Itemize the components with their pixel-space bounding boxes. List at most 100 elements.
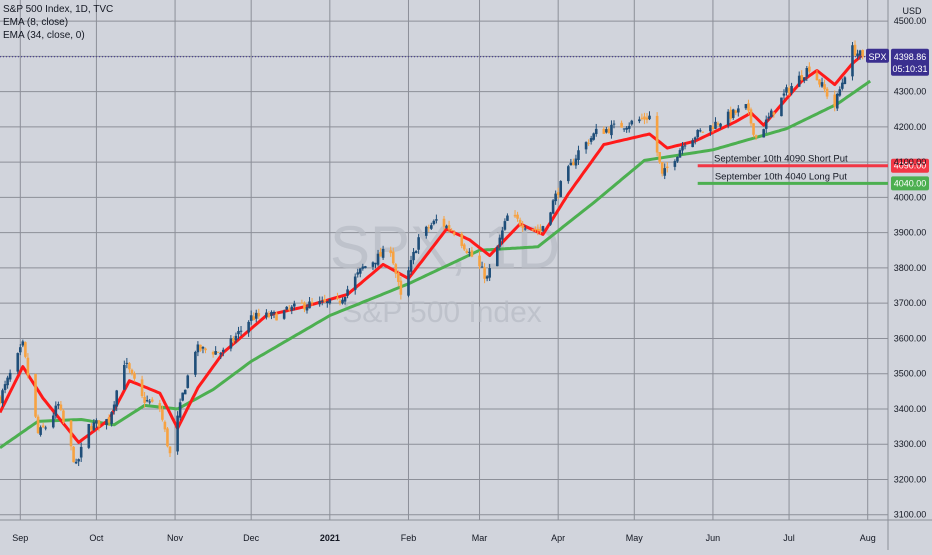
candle-body xyxy=(90,426,93,430)
candle-body xyxy=(549,212,552,225)
candle-body xyxy=(194,351,197,375)
candle-body xyxy=(105,419,108,426)
candle-body xyxy=(658,152,661,163)
candle-body xyxy=(610,124,613,136)
time-axis[interactable]: Sep Oct Nov Dec 2021 Feb Mar Apr May Jun Jul Aug xyxy=(12,533,875,543)
candle-body xyxy=(97,420,101,427)
candle-body xyxy=(95,420,98,424)
candle-body xyxy=(216,351,220,353)
candle-body xyxy=(480,266,484,268)
candle-body xyxy=(293,303,296,307)
candle-body xyxy=(780,97,783,117)
candle-body xyxy=(186,375,190,388)
candle-body xyxy=(0,396,2,404)
candle-body xyxy=(754,135,758,138)
candle-body xyxy=(201,346,205,349)
candle-body xyxy=(714,121,717,129)
candle-body xyxy=(412,251,415,261)
x-tick-label: Aug xyxy=(860,533,876,543)
candle-body xyxy=(432,220,436,225)
candle-body xyxy=(556,192,560,196)
candle-body xyxy=(790,86,793,93)
candle-body xyxy=(336,297,339,299)
y-tick-label: 4300.00 xyxy=(894,87,927,97)
candle-body xyxy=(8,372,12,380)
candle-body xyxy=(399,280,403,295)
candle-body xyxy=(140,379,144,397)
candle-body xyxy=(72,446,75,463)
candle-body xyxy=(341,299,344,304)
candle-body xyxy=(145,400,149,402)
candle-body xyxy=(734,110,738,114)
horizontal-lines: September 10th 4090 Short Put 4090.00 Sept… xyxy=(697,154,929,191)
candle-body xyxy=(353,276,357,290)
candle-body xyxy=(627,125,631,129)
candle-body xyxy=(516,214,519,219)
candle-body xyxy=(785,87,788,93)
candle-body xyxy=(305,307,309,311)
candle-body xyxy=(696,129,700,138)
candle-body xyxy=(272,311,276,314)
candle-body xyxy=(501,230,504,240)
y-tick-label: 3300.00 xyxy=(894,439,927,449)
candle-body xyxy=(843,77,847,85)
candle-body xyxy=(853,44,857,56)
candle-body xyxy=(54,405,58,416)
candle-body xyxy=(660,162,664,174)
candle-body xyxy=(607,128,611,134)
candle-body xyxy=(232,338,235,342)
candle-body xyxy=(584,142,588,150)
candle-body xyxy=(237,331,240,335)
candle-body xyxy=(506,215,509,221)
candle-body xyxy=(620,122,623,128)
candle-body xyxy=(150,399,154,402)
candle-body xyxy=(800,75,804,80)
candle-body xyxy=(589,138,593,142)
candle-body xyxy=(130,369,134,374)
legend-ema-slow[interactable]: EMA (34, close, 0) xyxy=(3,30,85,41)
y-tick-label: 4200.00 xyxy=(894,122,927,132)
candle-body xyxy=(183,389,187,395)
candle-body xyxy=(767,116,771,119)
candle-body xyxy=(41,425,45,428)
candle-body xyxy=(805,68,809,77)
candle-body xyxy=(769,110,773,118)
candle-body xyxy=(376,253,380,265)
candle-body xyxy=(427,227,431,229)
candle-body xyxy=(709,125,712,132)
candle-body xyxy=(764,119,768,129)
legend-title[interactable]: S&P 500 Index, 1D, TVC xyxy=(3,4,114,15)
candle-body xyxy=(24,342,27,357)
y-tick-label: 3100.00 xyxy=(894,510,927,520)
candle-body xyxy=(612,123,616,125)
y-tick-label: 4000.00 xyxy=(894,192,927,202)
candle-body xyxy=(204,348,207,351)
candle-body xyxy=(523,228,527,230)
candle-body xyxy=(87,423,91,448)
candle-body xyxy=(270,311,273,316)
candle-body xyxy=(133,373,136,379)
candle-body xyxy=(267,313,271,318)
candle-body xyxy=(737,108,740,113)
candle-body xyxy=(107,417,111,423)
candle-body xyxy=(541,226,545,231)
legend-ema-fast[interactable]: EMA (8, close) xyxy=(3,17,69,28)
candle-body xyxy=(282,310,286,319)
candle-body xyxy=(445,225,448,229)
symbol-tag-label: SPX xyxy=(868,52,886,62)
candle-body xyxy=(752,123,755,135)
candle-body xyxy=(371,262,375,267)
candle-body xyxy=(470,250,474,257)
candle-body xyxy=(1,390,4,404)
candle-body xyxy=(59,404,63,410)
candle-body xyxy=(391,251,395,264)
y-tick-label: 3800.00 xyxy=(894,263,927,273)
candle-body xyxy=(249,315,253,321)
candle-body xyxy=(323,299,327,302)
candle-body xyxy=(364,266,367,269)
candle-body xyxy=(838,89,842,96)
candles xyxy=(0,40,864,467)
candle-body xyxy=(665,166,669,168)
